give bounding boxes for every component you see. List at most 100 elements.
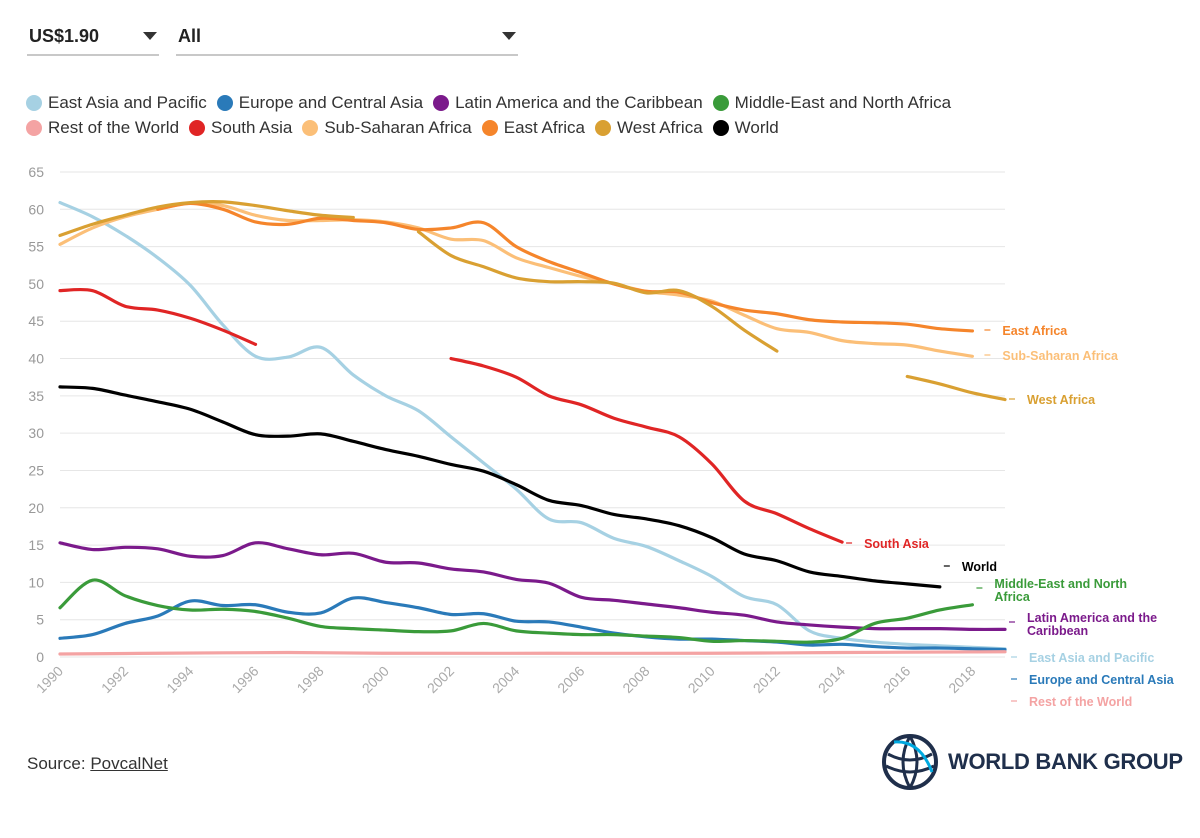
series-line (58, 287, 258, 346)
series-line (905, 374, 1007, 402)
y-tick-label: 20 (28, 500, 44, 516)
x-tick-label: 1992 (98, 663, 131, 696)
legend-label: West Africa (617, 118, 703, 137)
legend-label: Europe and Central Asia (238, 93, 424, 112)
x-tick-label: 2002 (424, 663, 457, 696)
y-tick-label: 50 (28, 276, 44, 292)
x-tick-label: 1998 (293, 663, 326, 696)
legend-swatch (26, 120, 42, 136)
series-end-label: World (962, 560, 997, 574)
y-tick-label: 55 (28, 239, 44, 255)
legend-item[interactable]: East Africa (481, 118, 585, 138)
series-line (449, 356, 844, 544)
logo-text: WORLD BANK GROUP (948, 749, 1183, 774)
x-tick-label: 2008 (619, 663, 652, 696)
legend-swatch (216, 95, 233, 111)
legend-swatch (26, 95, 42, 111)
legend-label: World (734, 118, 779, 137)
x-tick-label: 1994 (163, 663, 196, 696)
poverty-line-value: US$1.90 (29, 26, 100, 46)
series-end-label-line: Middle-East and North (994, 577, 1127, 591)
y-tick-label: 15 (28, 537, 44, 553)
series-end-label: South Asia (864, 537, 930, 551)
legend-label: South Asia (211, 118, 293, 137)
legend-item[interactable]: West Africa (595, 118, 703, 138)
legend-item[interactable]: Middle-East and North Africa (712, 93, 952, 113)
x-tick-label: 2004 (489, 663, 522, 696)
legend-swatch (595, 120, 611, 136)
legend-label: Middle-East and North Africa (734, 93, 952, 112)
x-tick-label: 2010 (685, 663, 718, 696)
series-line (156, 201, 975, 333)
y-tick-label: 10 (28, 574, 44, 590)
series-line (58, 201, 975, 358)
region-select[interactable]: All (176, 20, 518, 56)
x-tick-label: 2012 (750, 663, 783, 696)
legend-row: Rest of the World South Asia Sub-Saharan A… (26, 118, 1196, 138)
legend-item[interactable]: Sub-Saharan Africa (302, 118, 472, 138)
legend-swatch (302, 120, 319, 136)
legend-swatch (189, 120, 206, 136)
series-end-label: Middle-East and North Africa (994, 577, 1127, 604)
series-line (416, 230, 779, 353)
source-note: Source: PovcalNet (27, 754, 168, 774)
legend-item[interactable]: South Asia (189, 118, 292, 138)
legend-item[interactable]: Latin America and the Caribbean (433, 93, 703, 113)
world-bank-logo: WORLD BANK GROUP (880, 732, 1183, 792)
series-end-label: Europe and Central Asia (1029, 673, 1175, 687)
series-line (58, 385, 942, 589)
y-tick-label: 45 (28, 313, 44, 329)
y-tick-label: 35 (28, 388, 44, 404)
legend-swatch (433, 95, 450, 111)
chevron-down-icon (143, 32, 157, 40)
series-end-label: East Asia and Pacific (1029, 651, 1154, 665)
series-end-label: Latin America and the Caribbean (1027, 611, 1157, 638)
globe-icon (882, 734, 938, 790)
series-line (58, 650, 1007, 656)
poverty-line-chart: 0 5 10 15 20 25 30 35 40 45 50 55 60 65 1990 1992 1994 19… (28, 164, 1175, 709)
poverty-line-select[interactable]: US$1.90 (27, 20, 159, 56)
y-tick-label: 65 (28, 164, 44, 180)
series-end-label-line: Latin America and the (1027, 611, 1157, 625)
source-link[interactable]: PovcalNet (90, 754, 168, 773)
x-tick-label: 2016 (880, 663, 913, 696)
legend-label: East Africa (503, 118, 585, 137)
source-prefix: Source: (27, 754, 91, 773)
x-tick-label: 1996 (228, 663, 261, 696)
x-tick-label: 2014 (815, 663, 848, 696)
y-tick-label: 30 (28, 425, 44, 441)
y-tick-label: 5 (36, 612, 44, 628)
series-end-label-line: Africa (994, 590, 1030, 604)
legend-item[interactable]: Rest of the World (26, 118, 179, 138)
legend-swatch (712, 95, 729, 111)
x-tick-label: 2018 (945, 663, 978, 696)
legend-item[interactable]: World (712, 118, 779, 138)
x-tick-label: 1990 (33, 663, 66, 696)
x-tick-label: 2000 (359, 663, 392, 696)
x-tick-label: 2006 (554, 663, 587, 696)
y-tick-label: 25 (28, 462, 44, 478)
legend-swatch (712, 120, 729, 136)
chevron-down-icon (502, 32, 516, 40)
legend-swatch (481, 120, 498, 136)
series-end-label: West Africa (1027, 393, 1096, 407)
y-tick-label: 0 (36, 649, 44, 665)
series-end-label: Sub-Saharan Africa (1002, 349, 1119, 363)
region-value: All (178, 26, 202, 46)
legend-label: Rest of the World (48, 118, 180, 137)
legend-row: East Asia and Pacific Europe and Central … (26, 93, 1196, 113)
series-line (58, 541, 1007, 632)
legend-label: Latin America and the Caribbean (455, 93, 703, 112)
series-line (58, 200, 355, 238)
legend-label: East Asia and Pacific (48, 93, 207, 112)
series-line (58, 596, 1007, 652)
series-end-label: Rest of the World (1029, 695, 1132, 709)
y-tick-label: 60 (28, 201, 44, 217)
series-end-label-line: Caribbean (1027, 624, 1088, 638)
y-tick-label: 40 (28, 351, 44, 367)
legend-label: Sub-Saharan Africa (324, 118, 472, 137)
series-line (58, 578, 975, 644)
legend-item[interactable]: Europe and Central Asia (216, 93, 424, 113)
series-end-label: East Africa (1002, 324, 1068, 338)
legend-item[interactable]: East Asia and Pacific (26, 93, 207, 113)
